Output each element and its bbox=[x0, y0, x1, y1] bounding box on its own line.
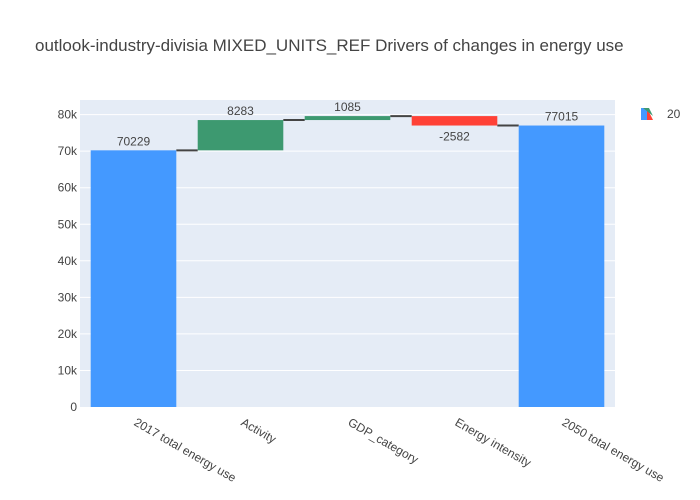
legend-label: 20 bbox=[667, 107, 681, 121]
y-tick-label: 0 bbox=[70, 400, 77, 414]
bars bbox=[90, 116, 605, 408]
legend-swatch-increasing bbox=[643, 108, 653, 116]
y-tick-label: 20k bbox=[58, 327, 78, 341]
bar-energy-intensity[interactable] bbox=[411, 116, 498, 126]
y-tick-label: 30k bbox=[58, 290, 78, 304]
x-tick-label: Energy intensity bbox=[453, 415, 534, 470]
x-tick-label: GDP_category bbox=[346, 415, 421, 466]
bar-2017-total-energy-use[interactable] bbox=[90, 150, 177, 408]
data-label: 77015 bbox=[545, 110, 579, 124]
data-labels: 70229 8283 1085 -2582 77015 bbox=[117, 100, 579, 148]
y-tick-label: 80k bbox=[58, 108, 78, 122]
x-tick-label: 2017 total energy use bbox=[132, 415, 239, 485]
legend[interactable]: 20 bbox=[641, 107, 681, 121]
x-tick-label: Activity bbox=[239, 415, 279, 446]
y-tick-label: 70k bbox=[58, 144, 78, 158]
x-axis-ticks: 2017 total energy use Activity GDP_categor… bbox=[132, 415, 667, 485]
data-label: 1085 bbox=[334, 100, 361, 114]
y-tick-label: 40k bbox=[58, 254, 78, 268]
legend-swatch-total bbox=[641, 108, 647, 120]
bar-activity[interactable] bbox=[197, 120, 284, 151]
y-tick-label: 50k bbox=[58, 217, 78, 231]
data-label: 8283 bbox=[227, 104, 254, 118]
data-label: -2582 bbox=[439, 130, 470, 144]
chart-title: outlook-industry-divisia MIXED_UNITS_REF… bbox=[35, 36, 624, 55]
bar-gdp-category[interactable] bbox=[304, 116, 391, 121]
y-tick-label: 10k bbox=[58, 363, 78, 377]
x-tick-label: 2050 total energy use bbox=[560, 415, 667, 485]
bar-2050-total-energy-use[interactable] bbox=[518, 125, 605, 408]
connector-lines bbox=[176, 115, 519, 152]
y-tick-label: 60k bbox=[58, 181, 78, 195]
data-label: 70229 bbox=[117, 134, 151, 148]
y-axis-ticks: 0 10k 20k 30k 40k 50k 60k 70k 80k bbox=[58, 108, 78, 414]
